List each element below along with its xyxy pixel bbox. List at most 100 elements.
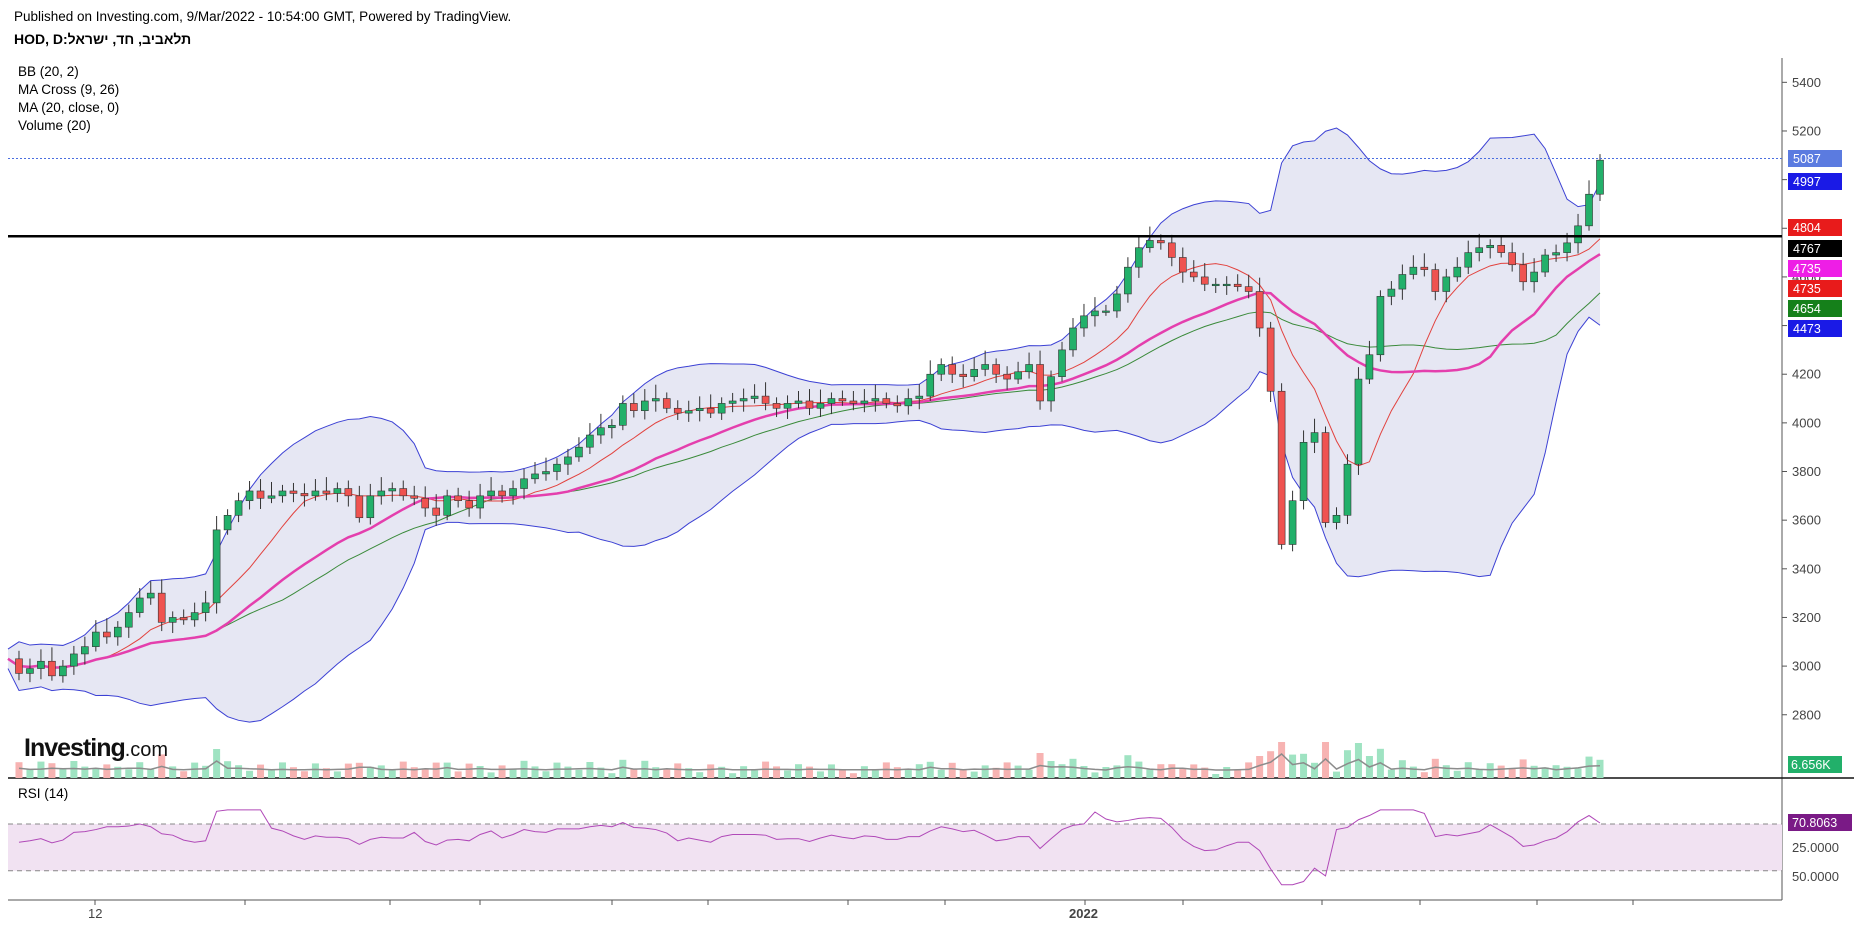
- candle-body: [92, 631, 100, 647]
- indicator-ma20[interactable]: MA (20, close, 0): [18, 100, 120, 115]
- candle-body: [728, 400, 737, 404]
- volume-bar: [1300, 753, 1308, 778]
- volume-bar: [70, 761, 78, 778]
- candle-body: [201, 602, 210, 613]
- volume-bar: [1267, 751, 1275, 778]
- volume-bar: [827, 764, 835, 778]
- candle-body: [1200, 276, 1209, 285]
- volume-bar: [816, 771, 824, 778]
- candle-body: [267, 495, 276, 499]
- candle-body: [103, 631, 111, 638]
- volume-bar: [289, 767, 297, 778]
- volume-bar: [191, 762, 199, 778]
- candle-body: [1244, 286, 1253, 292]
- candle-body: [1409, 266, 1418, 275]
- indicator-volume[interactable]: Volume (20): [18, 118, 91, 133]
- volume-bar: [1201, 767, 1209, 778]
- price-tick-label: 3400: [1792, 561, 1821, 576]
- volume-bar: [1190, 764, 1198, 778]
- candle-body: [1222, 283, 1231, 287]
- candle-body: [1563, 242, 1571, 253]
- candle-body: [992, 364, 1000, 375]
- candle-body: [355, 495, 364, 519]
- price-tick-label: 3200: [1792, 610, 1821, 625]
- price-tick-label: 5200: [1792, 123, 1821, 138]
- investing-logo: Investing.com: [24, 734, 168, 763]
- candle-body: [48, 660, 56, 677]
- logo-main: Investing: [24, 734, 126, 762]
- volume-bar: [696, 772, 704, 778]
- candle-body: [575, 446, 583, 458]
- candle-body: [1266, 327, 1275, 392]
- volume-bar: [476, 766, 484, 778]
- volume-bar: [1431, 758, 1439, 778]
- volume-bar: [608, 773, 616, 778]
- volume-bar: [773, 766, 781, 778]
- candle-body: [1113, 293, 1121, 312]
- volume-bar: [421, 768, 429, 778]
- candle-body: [706, 407, 715, 414]
- volume-bar: [663, 768, 671, 778]
- rsi-line: [18, 809, 1601, 886]
- volume-bar: [1541, 767, 1549, 778]
- candle-body: [871, 398, 880, 402]
- price-tag: [1788, 219, 1842, 236]
- volume-bar: [1354, 743, 1362, 778]
- volume-bar: [740, 766, 748, 778]
- price-tag-label: 4767: [1793, 242, 1821, 256]
- candle-body: [1596, 159, 1604, 195]
- candle-body: [1135, 247, 1143, 268]
- candle-body: [531, 473, 539, 480]
- indicator-bb[interactable]: BB (20, 2): [18, 64, 79, 79]
- volume-bar: [849, 773, 857, 778]
- price-tick-label: 5400: [1792, 75, 1821, 90]
- volume-bar: [246, 770, 254, 778]
- candle-body: [673, 407, 682, 414]
- candle-body: [1464, 252, 1473, 268]
- candle-body: [772, 403, 781, 409]
- candle-body: [366, 495, 375, 519]
- indicator-rsi[interactable]: RSI (14): [18, 786, 69, 801]
- rsi-tag: [1788, 814, 1852, 832]
- volume-bar: [795, 764, 803, 778]
- price-tag: [1788, 260, 1842, 277]
- candle-body: [168, 617, 177, 623]
- candle-body: [289, 490, 298, 494]
- volume-bar: [1080, 766, 1088, 778]
- candle-body: [608, 424, 616, 429]
- candle-body: [597, 427, 605, 436]
- candle-body: [816, 403, 825, 409]
- volume-bar: [1146, 769, 1154, 778]
- candle-body: [1288, 500, 1297, 545]
- candle-body: [245, 490, 254, 502]
- candle-body: [432, 507, 440, 516]
- volume-bar: [564, 766, 572, 778]
- candle-body: [553, 463, 561, 472]
- candle-body: [421, 497, 430, 509]
- price-tag: [1788, 320, 1842, 337]
- volume-bar: [355, 762, 363, 778]
- volume-bar: [1420, 772, 1428, 778]
- volume-bar: [81, 766, 89, 778]
- volume-bar: [125, 769, 133, 778]
- price-tag-label: 5087: [1793, 152, 1821, 166]
- candle-body: [37, 660, 45, 669]
- volume-bar: [388, 770, 396, 778]
- candle-body: [915, 395, 924, 399]
- volume-bar: [1332, 771, 1340, 778]
- volume-bar: [619, 759, 627, 778]
- volume-bar: [970, 771, 978, 778]
- volume-bar: [268, 770, 276, 778]
- volume-bar: [1585, 756, 1593, 778]
- candle-body: [113, 626, 122, 638]
- price-tag: [1788, 280, 1842, 297]
- indicator-ma-cross[interactable]: MA Cross (9, 26): [18, 82, 120, 97]
- candle-body: [1453, 266, 1462, 278]
- candle-body: [465, 500, 473, 509]
- volume-bar: [454, 771, 462, 778]
- rsi-tick-label: 25.0000: [1792, 840, 1839, 855]
- volume-tag-label: 6.656K: [1791, 758, 1831, 772]
- candle-body: [794, 400, 803, 404]
- candle-body: [399, 488, 408, 497]
